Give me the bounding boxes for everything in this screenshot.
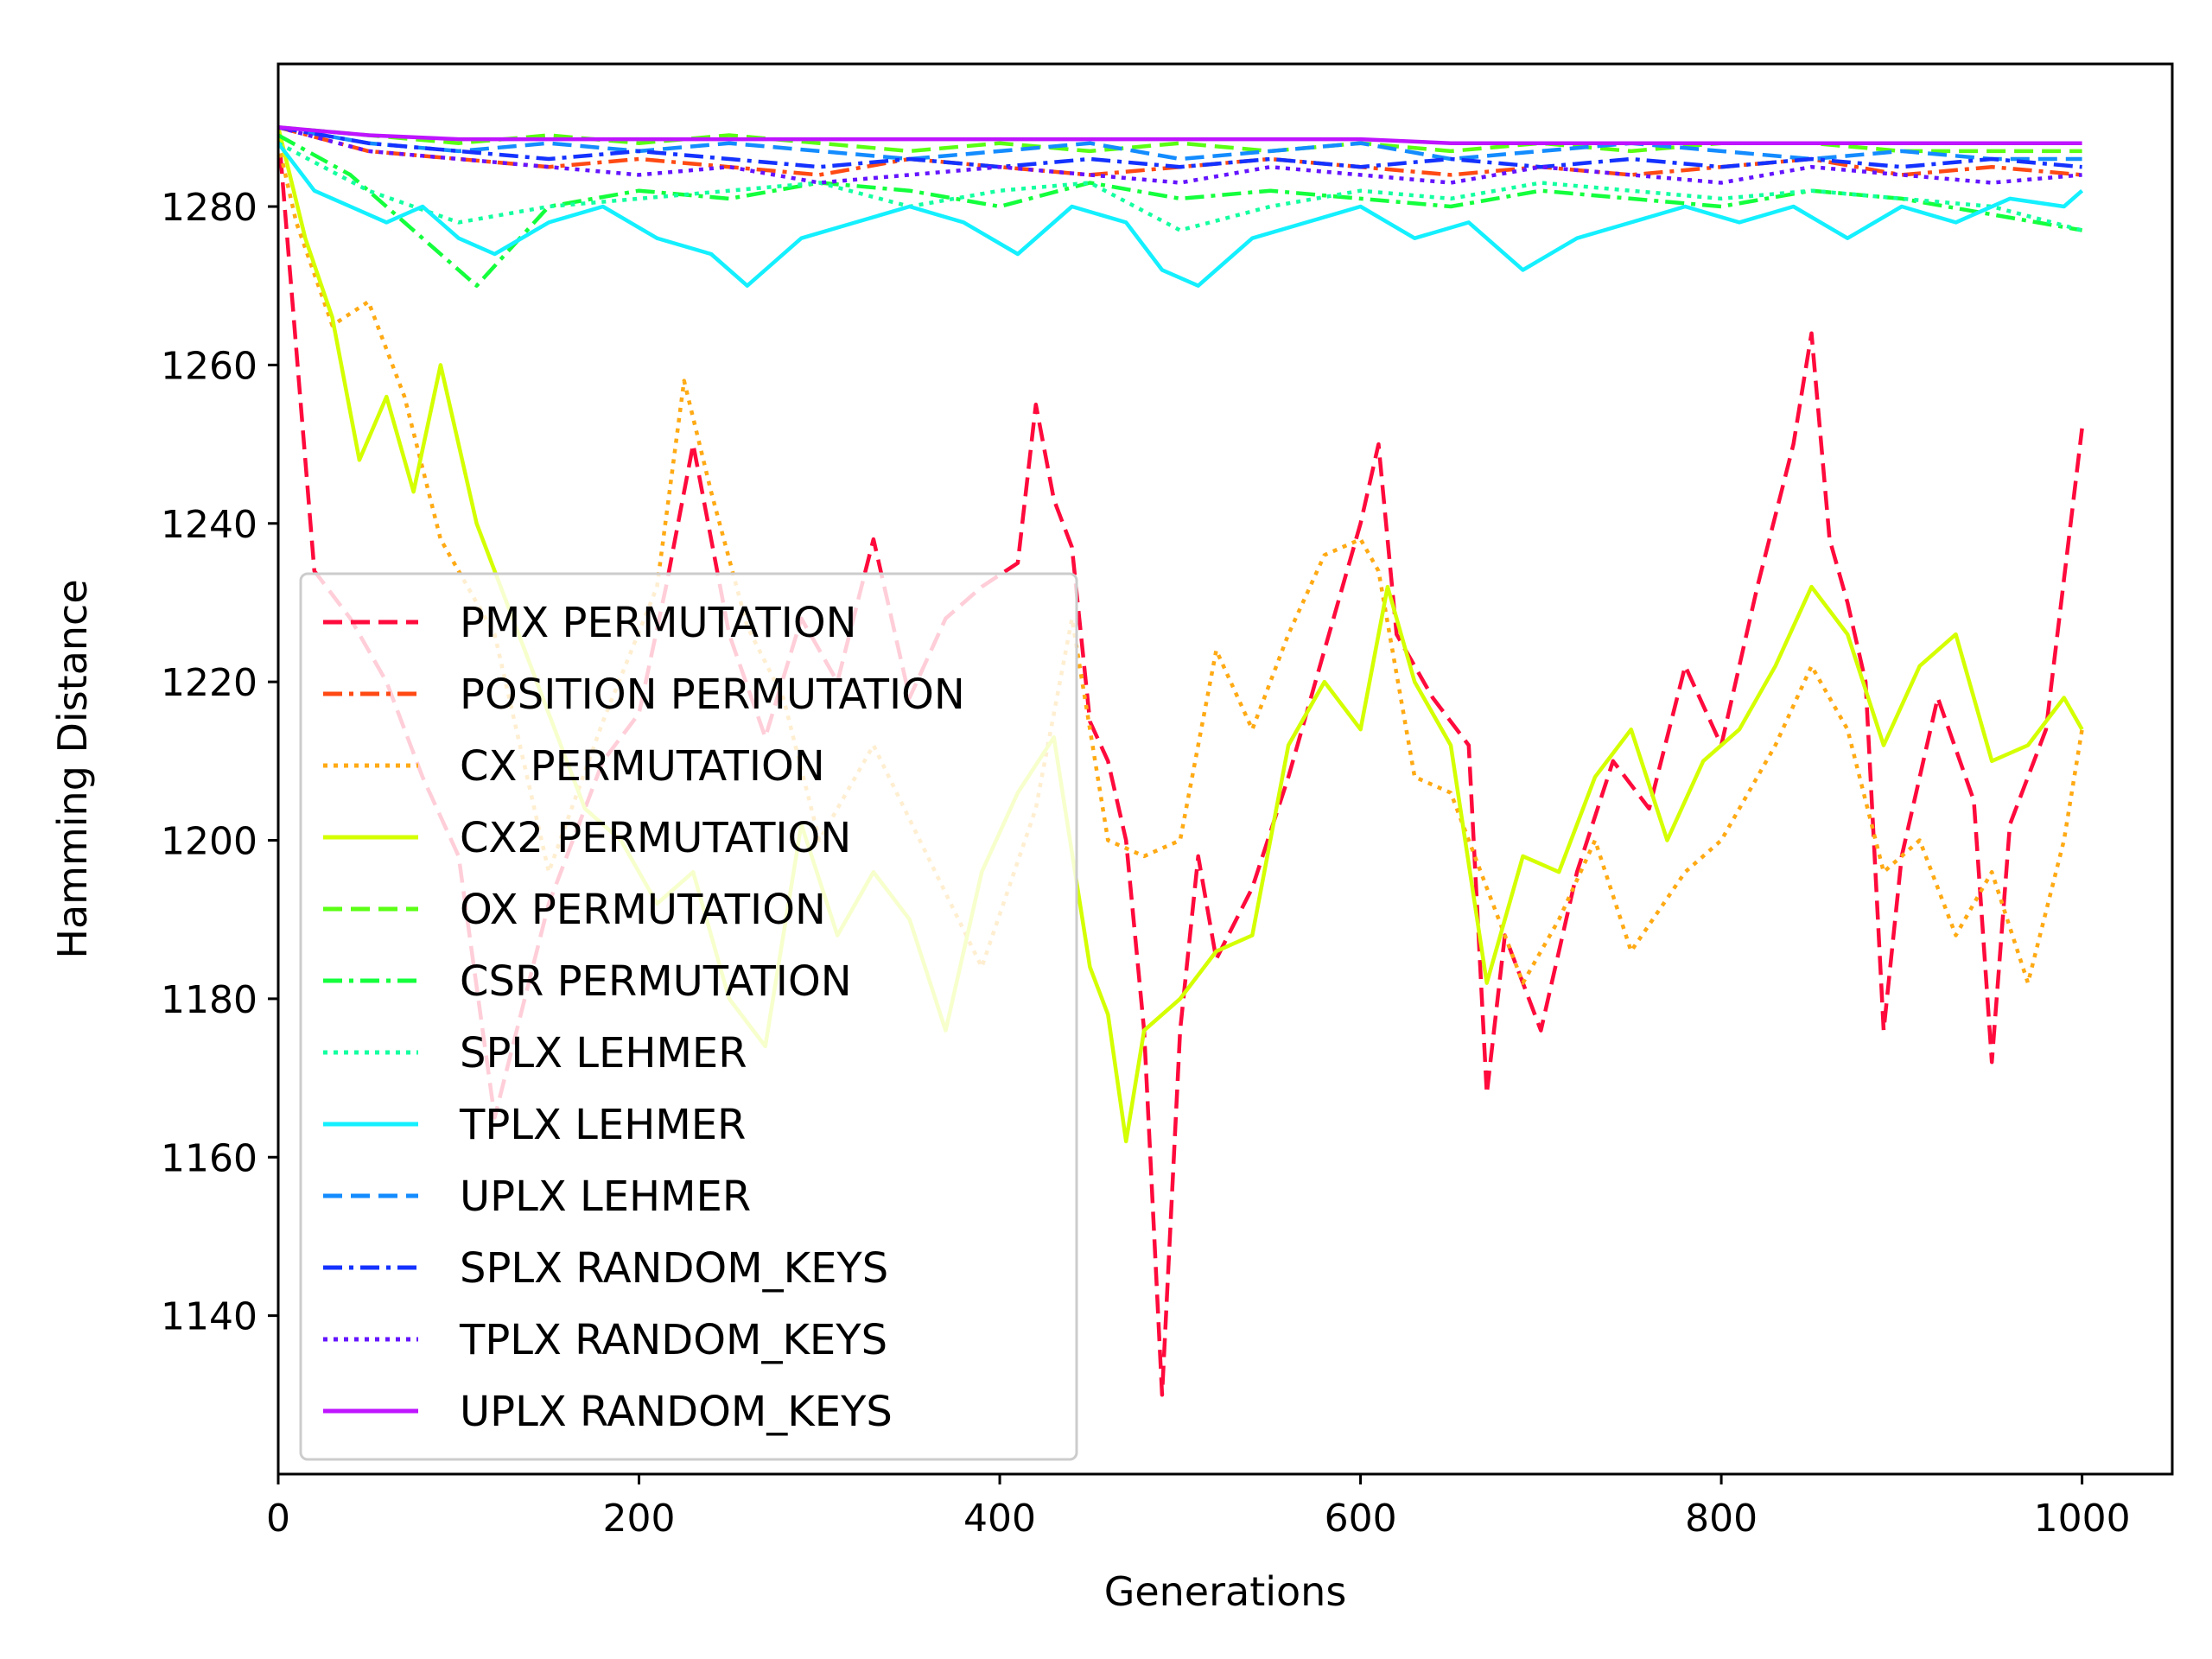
- legend-label: SPLX LEHMER: [460, 1029, 747, 1077]
- y-tick-label: 1160: [161, 1136, 257, 1180]
- series-line-5: [278, 133, 2082, 288]
- x-tick-label: 1000: [2034, 1497, 2131, 1541]
- legend-label: TPLX RANDOM_KEYS: [459, 1316, 887, 1364]
- series-line-11: [278, 125, 2082, 145]
- series-line-7: [278, 142, 2084, 288]
- legend-label: PMX PERMUTATION: [460, 599, 857, 647]
- legend-label: UPLX LEHMER: [460, 1173, 751, 1221]
- x-tick-label: 400: [963, 1497, 1036, 1541]
- legend-label: UPLX RANDOM_KEYS: [460, 1388, 893, 1436]
- legend-label: OX PERMUTATION: [460, 886, 826, 934]
- y-tick-label: 1140: [161, 1295, 257, 1339]
- x-tick-label: 600: [1325, 1497, 1397, 1541]
- legend: PMX PERMUTATION POSITION PERMUTATION CX PE…: [299, 572, 1078, 1461]
- y-axis: 1140 1160 1180 1200 1220 1240 1260 1280: [161, 186, 278, 1339]
- x-axis-label: Generations: [1104, 1568, 1347, 1615]
- legend-label: SPLX RANDOM_KEYS: [460, 1244, 888, 1293]
- y-tick-label: 1220: [161, 661, 257, 705]
- series-line-10: [278, 125, 2082, 185]
- y-tick-label: 1280: [161, 186, 257, 230]
- x-axis: 0 200 400 600 800 1000: [266, 1474, 2131, 1541]
- series-line-9: [278, 125, 2082, 169]
- x-tick-label: 200: [603, 1497, 676, 1541]
- legend-label: CX2 PERMUTATION: [460, 814, 851, 862]
- legend-label: TPLX LEHMER: [459, 1101, 746, 1149]
- y-tick-label: 1180: [161, 978, 257, 1022]
- legend-label: CSR PERMUTATION: [460, 957, 852, 1006]
- legend-label: CX PERMUTATION: [460, 742, 825, 791]
- legend-box: [299, 572, 1078, 1461]
- x-tick-label: 800: [1685, 1497, 1758, 1541]
- x-tick-label: 0: [266, 1497, 290, 1541]
- y-axis-label: Hamming Distance: [49, 579, 96, 958]
- plot-frame: [276, 62, 2174, 1476]
- series-line-8: [278, 125, 2082, 162]
- y-tick-label: 1260: [161, 344, 257, 388]
- series-line-6: [278, 141, 2083, 232]
- y-tick-label: 1200: [161, 820, 257, 864]
- y-tick-label: 1240: [161, 503, 257, 547]
- legend-label: POSITION PERMUTATION: [460, 671, 965, 719]
